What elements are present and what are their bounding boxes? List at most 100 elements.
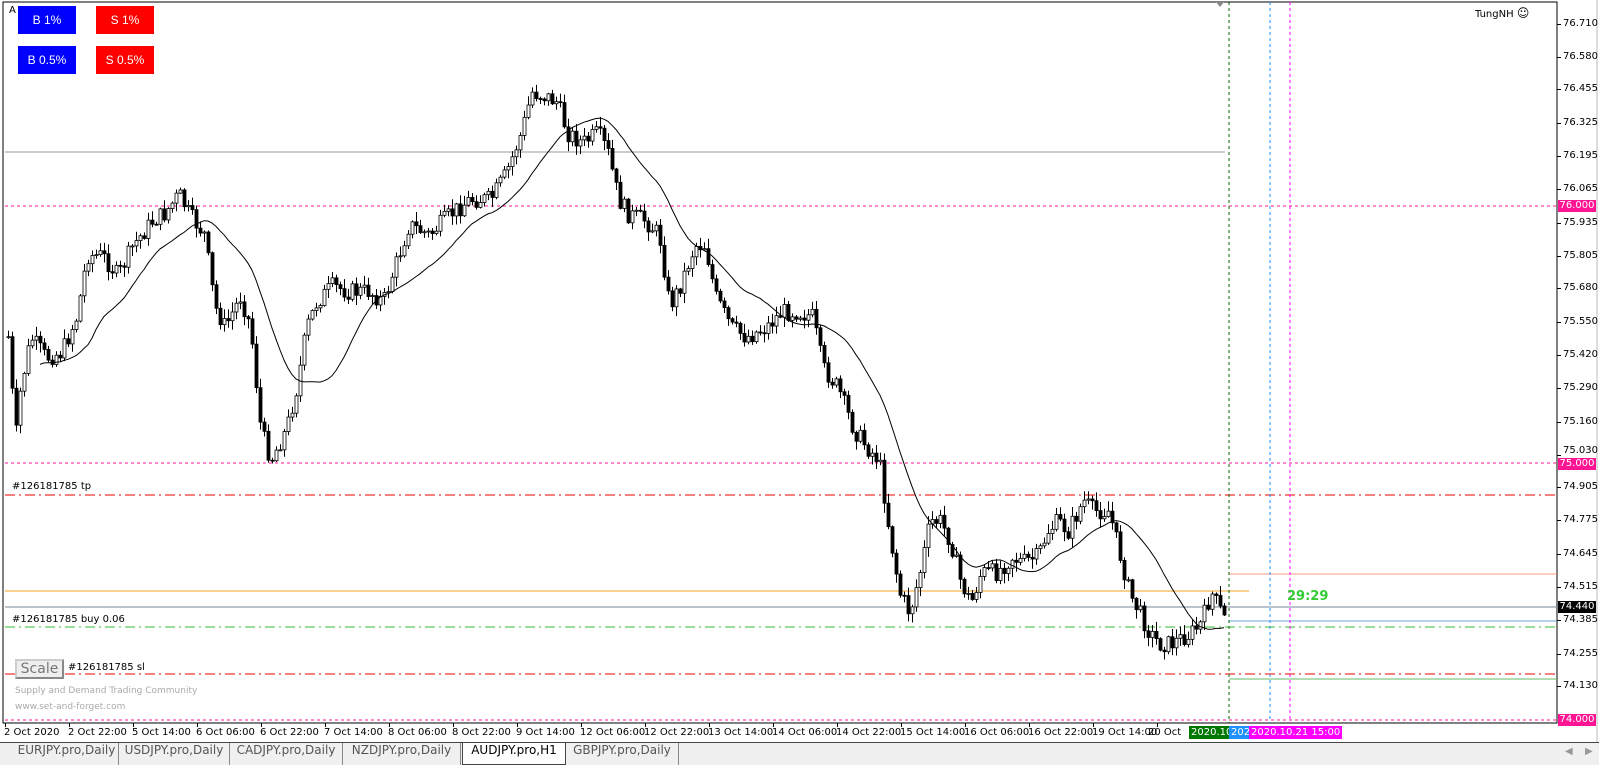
candle-body <box>218 307 223 326</box>
account-label: TungNH ☺ <box>1475 6 1529 20</box>
candle-body <box>998 567 1003 582</box>
candle-body <box>1214 593 1219 596</box>
price-axis-tick <box>1557 388 1561 390</box>
candle-body <box>66 338 71 345</box>
candle-body <box>30 339 35 347</box>
time-axis-label: 2 Oct 22:00 <box>68 727 127 738</box>
tab-audjpy[interactable]: AUDJPY.pro,H1 <box>462 743 566 765</box>
candle-body <box>1110 510 1115 524</box>
candle-body <box>90 255 95 265</box>
tabs-scroll-left-icon[interactable]: ◀ <box>1565 746 1573 757</box>
candle-body <box>1170 636 1175 649</box>
chart-shift-marker[interactable] <box>1216 2 1224 7</box>
buy-0.5pct-button[interactable]: B 0.5% <box>18 46 76 74</box>
candle-body <box>742 333 747 343</box>
price-axis-label: 74.645 <box>1563 547 1598 559</box>
tab-nzdjpy[interactable]: NZDJPY.pro,Daily <box>343 743 461 765</box>
candle-body <box>570 130 575 143</box>
candle-body <box>1178 634 1183 639</box>
candle-body <box>1206 604 1211 610</box>
candle-body <box>978 576 983 593</box>
candle-body <box>338 284 343 290</box>
candle-body <box>238 301 243 304</box>
candle-body <box>1062 518 1067 533</box>
buy-1pct-button[interactable]: B 1% <box>18 6 76 34</box>
candle-body <box>1058 514 1063 520</box>
candle-body <box>818 327 823 346</box>
smiley-icon: ☺ <box>1516 6 1530 20</box>
candle-body <box>1002 567 1007 574</box>
candle-body <box>1070 515 1075 539</box>
price-axis-label: 74.515 <box>1563 581 1598 593</box>
candle-body <box>254 343 259 389</box>
price-axis-tick <box>1557 189 1561 191</box>
price-tag-75: 75.000 <box>1558 458 1596 470</box>
candle-body <box>474 201 479 208</box>
candle-body <box>190 205 195 211</box>
price-axis-label: 74.775 <box>1563 514 1598 526</box>
candle-body <box>226 318 231 322</box>
candle-body <box>682 270 687 294</box>
candle-body <box>550 93 555 105</box>
tabs-scroll-right-icon[interactable]: ▶ <box>1585 746 1593 757</box>
candle-body <box>478 202 483 208</box>
time-axis-tick <box>389 723 390 727</box>
candle-body <box>554 101 559 105</box>
candle-body <box>122 265 127 268</box>
tab-eurjpy[interactable]: EURJPY.pro,Daily <box>15 743 119 765</box>
candle-body <box>1014 559 1019 563</box>
sell-0.5pct-button[interactable]: S 0.5% <box>96 46 154 74</box>
candle-body <box>74 320 79 330</box>
candle-body <box>1054 514 1059 530</box>
candle-body <box>990 563 995 569</box>
watermark-url: www.set-and-forget.com <box>15 702 126 712</box>
candle-body <box>390 276 395 293</box>
candles <box>6 84 1227 660</box>
time-tag-green: 2020.10. <box>1189 726 1229 739</box>
current-price-tag: 74.440 <box>1558 601 1596 613</box>
candle-body <box>770 322 775 327</box>
time-axis-tick <box>5 723 6 727</box>
candle-body <box>250 318 255 345</box>
candle-body <box>662 244 667 278</box>
candle-body <box>458 203 463 217</box>
candle-body <box>446 208 451 212</box>
candle-body <box>762 332 767 335</box>
candle-body <box>1038 545 1043 549</box>
price-axis-label: 74.255 <box>1563 647 1598 659</box>
candle-body <box>590 129 595 142</box>
candle-body <box>666 276 671 292</box>
candle-body <box>526 104 531 118</box>
candle-body <box>746 335 751 343</box>
price-axis-tick <box>1557 620 1561 622</box>
price-axis-tick <box>1557 520 1561 522</box>
time-axis-tick <box>709 723 710 727</box>
candle-body <box>1162 649 1167 653</box>
price-axis-label: 75.030 <box>1563 445 1598 456</box>
candle-body <box>10 336 15 389</box>
candle-body <box>646 220 651 233</box>
time-axis-label: 20 Oct <box>1148 727 1182 738</box>
candle-body <box>306 318 311 336</box>
tab-usdjpy[interactable]: USDJPY.pro,Daily <box>119 743 230 765</box>
candle-body <box>130 245 135 248</box>
tab-gbpjpy[interactable]: GBPJPY.pro,Daily <box>566 743 679 765</box>
candle-body <box>878 459 883 463</box>
price-axis-label: 76.710 <box>1563 18 1598 29</box>
sell-1pct-button[interactable]: S 1% <box>96 6 154 34</box>
time-axis-tick <box>645 723 646 727</box>
candle-body <box>470 197 475 203</box>
candle-body <box>246 316 251 320</box>
candle-body <box>1022 553 1027 559</box>
tab-cadjpy[interactable]: CADJPY.pro,Daily <box>230 743 343 765</box>
candle-body <box>730 318 735 323</box>
time-axis-tick <box>517 723 518 727</box>
candle-body <box>258 387 263 423</box>
candle-body <box>614 168 619 183</box>
candle-body <box>394 256 399 278</box>
scale-button[interactable]: Scale <box>15 659 64 679</box>
candle-body <box>334 277 339 286</box>
time-axis-tick <box>773 723 774 727</box>
candle-body <box>910 606 915 615</box>
